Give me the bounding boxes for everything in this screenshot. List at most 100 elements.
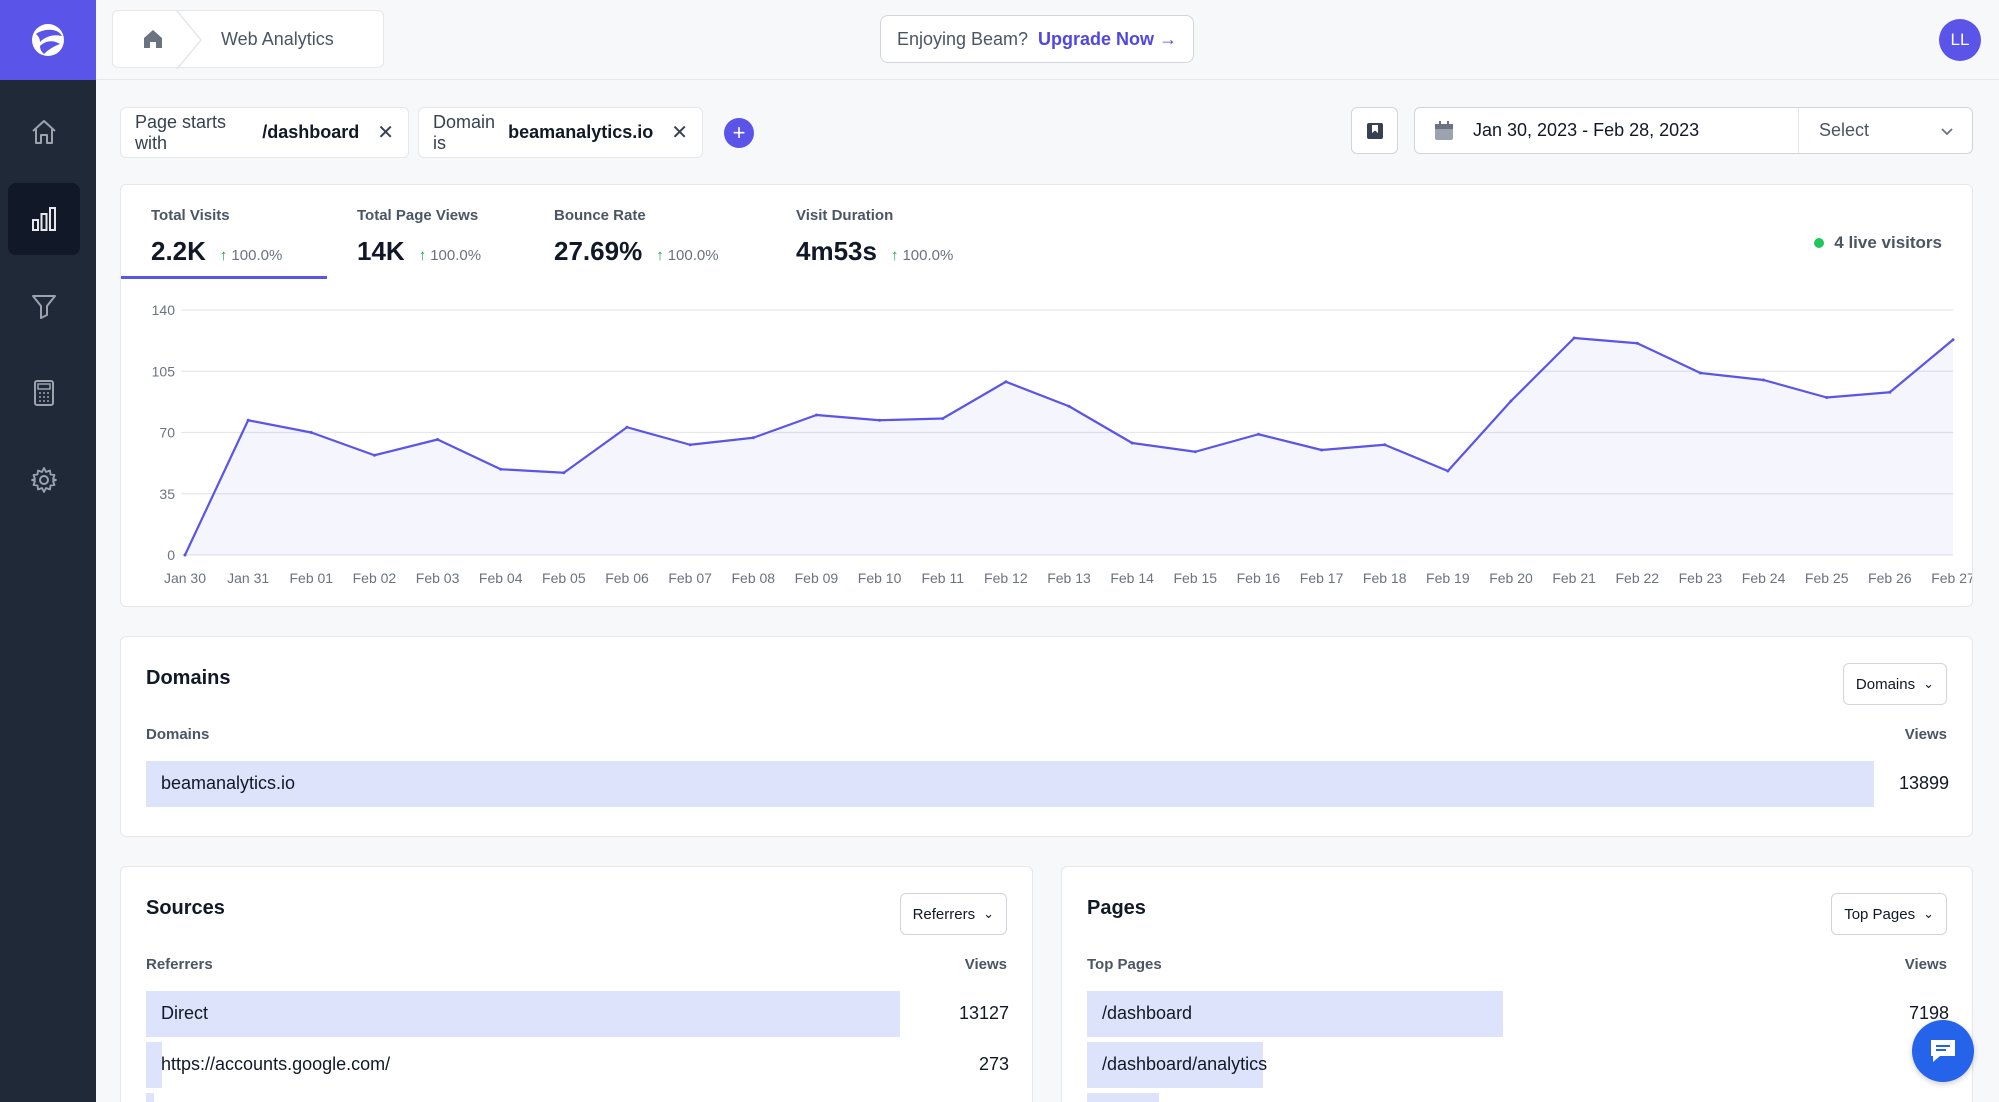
referrers-select[interactable]: Referrers ⌄ — [899, 893, 1007, 935]
x-tick-label: Feb 23 — [1679, 570, 1723, 586]
upgrade-link[interactable]: Upgrade Now → — [1038, 28, 1178, 49]
row-label: Direct — [161, 1003, 209, 1023]
stat-delta: ↑ 100.0% — [220, 247, 282, 264]
top-pages-select[interactable]: Top Pages ⌄ — [1831, 893, 1947, 935]
row-value: 13899 — [1898, 773, 1949, 793]
bar-chart-icon — [32, 207, 56, 231]
y-tick-label: 0 — [167, 547, 175, 563]
x-tick-label: Feb 03 — [416, 570, 460, 586]
x-tick-label: Feb 13 — [1047, 570, 1091, 586]
arrow-up-icon: ↑ — [656, 247, 664, 264]
data-point — [436, 438, 440, 441]
table-row[interactable] — [1087, 1093, 1949, 1102]
data-point — [625, 425, 629, 429]
stat-visit-duration[interactable]: Visit Duration 4m53s ↑ 100.0% — [796, 207, 953, 267]
x-tick-label: Feb 06 — [605, 570, 649, 586]
stat-delta: ↑ 100.0% — [656, 247, 718, 264]
panel-title: Domains — [146, 667, 231, 689]
chevron-down-icon — [1941, 127, 1953, 135]
bookmark-icon — [1366, 122, 1383, 139]
date-range-button[interactable]: Jan 30, 2023 - Feb 28, 2023 — [1415, 108, 1799, 153]
sidebar-item-funnels[interactable] — [8, 270, 80, 342]
series-area — [185, 338, 1953, 555]
live-dot — [1814, 238, 1825, 248]
date-range-text: Jan 30, 2023 - Feb 28, 2023 — [1473, 120, 1700, 140]
x-tick-label: Feb 17 — [1300, 570, 1344, 586]
y-tick-label: 70 — [159, 425, 175, 441]
add-filter-button[interactable]: + — [724, 118, 754, 148]
chevron-down-icon: ⌄ — [1923, 676, 1934, 691]
bar-fill — [146, 991, 900, 1037]
breadcrumb-home[interactable] — [113, 11, 193, 67]
bar-fill — [146, 1093, 154, 1102]
bookmark-button[interactable] — [1351, 107, 1398, 154]
stat-value: 2.2K — [151, 236, 206, 266]
period-select[interactable]: Select — [1799, 120, 1972, 141]
calendar-icon — [1435, 120, 1453, 140]
data-point — [309, 431, 313, 434]
filter-prefix: Domain is — [433, 111, 496, 153]
row-value: 7198 — [1908, 1003, 1949, 1023]
data-point — [878, 418, 882, 422]
upgrade-question: Enjoying Beam? — [896, 28, 1029, 49]
sidebar-item-settings[interactable] — [8, 444, 80, 516]
close-icon[interactable]: ✕ — [671, 122, 688, 144]
period-select-value: Select — [1819, 120, 1870, 140]
column-header-views: Views — [1904, 956, 1947, 973]
date-picker: Jan 30, 2023 - Feb 28, 2023 Select — [1414, 107, 1973, 154]
filter-chip-domain: Domain is beamanalytics.io ✕ — [418, 107, 703, 158]
row-label: https://accounts.google.com/ — [161, 1054, 391, 1074]
domains-select[interactable]: Domains ⌄ — [1842, 663, 1947, 705]
stat-delta: ↑ 100.0% — [419, 247, 481, 264]
data-point — [751, 436, 755, 440]
arrow-up-icon: ↑ — [890, 247, 899, 264]
table-row[interactable] — [146, 1093, 1009, 1102]
avatar[interactable]: LL — [1939, 19, 1981, 61]
x-tick-label: Feb 11 — [921, 570, 964, 586]
x-tick-label: Jan 31 — [227, 570, 269, 586]
data-point — [1130, 441, 1134, 445]
stat-label: Visit Duration — [796, 207, 894, 224]
pages-card: Pages Top Pages ⌄ Top Pages Views /dashbo… — [1061, 866, 1973, 1102]
column-header-views: Views — [964, 956, 1007, 973]
y-tick-label: 105 — [152, 363, 176, 379]
sidebar-item-calculator[interactable] — [8, 357, 80, 429]
stat-bounce-rate[interactable]: Bounce Rate 27.69% ↑ 100.0% — [554, 207, 719, 267]
chat-icon — [1931, 1040, 1955, 1062]
y-tick-label: 35 — [159, 486, 175, 502]
table-row[interactable]: https://accounts.google.com/ 273 — [146, 1042, 1009, 1088]
data-point — [1193, 450, 1197, 454]
filter-value: beamanalytics.io — [508, 122, 654, 142]
active-stat-indicator — [121, 276, 327, 279]
data-point — [1383, 443, 1387, 447]
stat-delta: ↑ 100.0% — [891, 247, 953, 264]
bar-fill — [146, 1042, 162, 1088]
filter-value: /dashboard — [262, 122, 360, 142]
x-tick-label: Feb 21 — [1552, 570, 1596, 586]
chat-widget-button[interactable] — [1912, 1020, 1974, 1082]
x-tick-label: Feb 07 — [668, 570, 712, 586]
table-row[interactable]: Direct 13127 — [146, 991, 1009, 1037]
stat-value: 4m53s — [796, 236, 877, 266]
stat-total-page-views[interactable]: Total Page Views 14K ↑ 100.0% — [357, 207, 481, 267]
x-tick-label: Feb 01 — [289, 570, 333, 586]
data-point — [1698, 371, 1702, 375]
breadcrumb-label[interactable]: Web Analytics — [221, 28, 334, 49]
panel-title: Pages — [1087, 897, 1146, 919]
table-row[interactable]: /dashboard 7198 — [1087, 991, 1949, 1037]
data-point — [941, 417, 945, 420]
table-row[interactable]: beamanalytics.io 13899 — [146, 761, 1949, 807]
stat-total-visits[interactable]: Total Visits 2.2K ↑ 100.0% — [151, 207, 282, 267]
stat-delta-value: 100.0% — [667, 247, 719, 264]
bar-fill — [146, 761, 1874, 807]
table-row[interactable]: /dashboard/analytics 36 — [1087, 1042, 1949, 1088]
close-icon[interactable]: ✕ — [377, 122, 394, 144]
data-point — [499, 467, 503, 471]
sidebar-item-analytics[interactable] — [8, 183, 80, 255]
sidebar-item-home[interactable] — [8, 96, 80, 168]
row-value: 13127 — [958, 1003, 1009, 1023]
column-header-label: Domains — [146, 726, 210, 743]
data-point — [1509, 399, 1513, 403]
beam-logo[interactable] — [0, 0, 96, 80]
stat-value: 14K — [357, 236, 405, 266]
